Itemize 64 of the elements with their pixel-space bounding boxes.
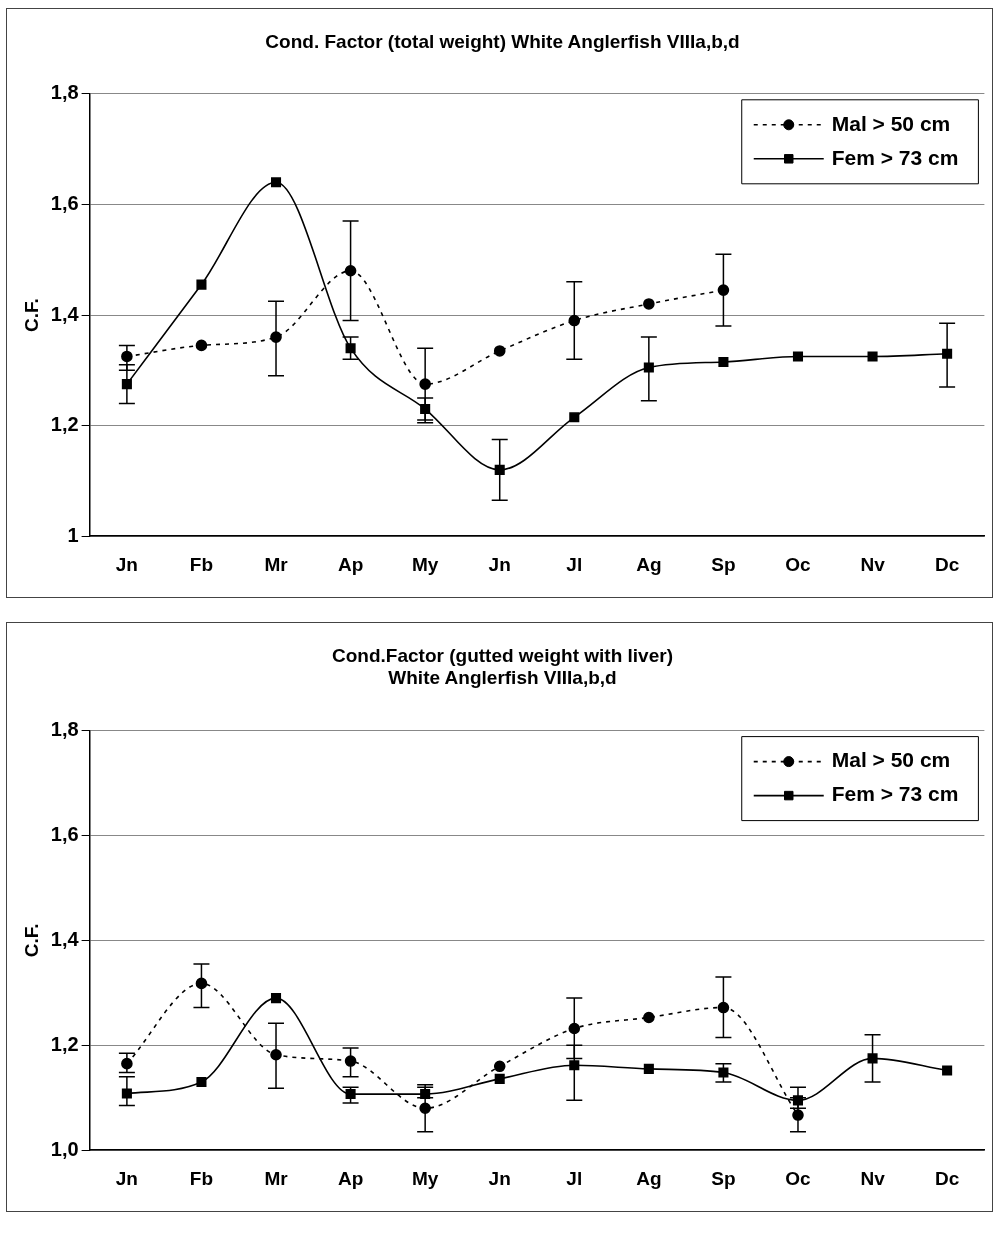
y-axis-title: C.F. [20,298,42,332]
y-tick-label: 1,6 [50,823,79,846]
point [494,464,505,475]
x-tick-label: Oc [785,553,812,575]
legend-label: Mal > 50 cm [831,748,951,772]
chart-title: Cond.Factor (gutted weight with liver) White Anglerfish VIIIa,b,d [332,644,673,689]
y-tick-label: 1,0 [50,1137,79,1160]
x-tick-label: Ap [337,1167,364,1189]
point [569,412,580,423]
x-tick-label: Fb [189,1167,214,1189]
chart-title: Cond. Factor (total weight) White Anglerfish VIIIa,b,d [265,30,740,52]
y-tick-label: 1,6 [50,191,79,214]
x-tick-label: Jl [566,1167,583,1189]
legend-label: Mal > 50 cm [831,111,951,135]
point [345,343,356,354]
point [270,993,282,1004]
y-tick-label: 1,4 [50,302,80,325]
point [643,1011,655,1024]
x-tick-label: Jn [115,553,138,575]
x-tick-label: Fb [189,553,214,575]
y-tick-label: 1 [67,523,79,546]
y-tick-label: 1,2 [50,1032,79,1055]
x-tick-label: Sp [711,553,736,575]
point [345,1089,356,1100]
x-tick-label: Jn [488,1167,511,1189]
x-tick-label: Nv [860,1167,886,1189]
x-tick-label: Mr [264,553,289,575]
point [942,1065,953,1076]
point [569,1060,580,1071]
point [643,298,655,310]
x-tick-label: Jn [115,1167,138,1189]
x-tick-label: Oc [785,1167,812,1189]
x-tick-label: Ag [636,1167,662,1189]
x-tick-label: Sp [711,1167,736,1189]
point [867,1053,878,1064]
point [792,351,804,362]
x-tick-label: Dc [934,1167,960,1189]
x-tick-label: Jn [488,553,511,575]
x-tick-label: Dc [934,553,960,575]
point [568,1022,581,1035]
legend-label: Fem > 73 cm [831,782,959,806]
legend-label: Fem > 73 cm [831,145,959,169]
x-tick-label: Ag [636,553,662,575]
y-tick-label: 1,8 [50,81,79,104]
point [270,177,282,188]
x-tick-label: Nv [860,553,886,575]
point [867,351,878,362]
point [643,1063,654,1074]
x-tick-label: Ap [337,553,364,575]
x-tick-label: My [411,1167,439,1189]
point [195,339,208,352]
point [493,345,506,357]
point [494,1073,505,1084]
y-tick-label: 1,2 [50,413,79,436]
x-tick-label: Mr [264,1167,289,1189]
y-tick-label: 1,8 [50,718,79,741]
point [196,279,207,290]
y-tick-label: 1,4 [50,927,80,950]
x-tick-label: My [411,553,439,575]
y-axis-title: C.F. [20,923,42,958]
x-tick-label: Jl [566,553,583,575]
point [493,1060,506,1073]
point [196,1076,207,1088]
point [718,356,729,368]
